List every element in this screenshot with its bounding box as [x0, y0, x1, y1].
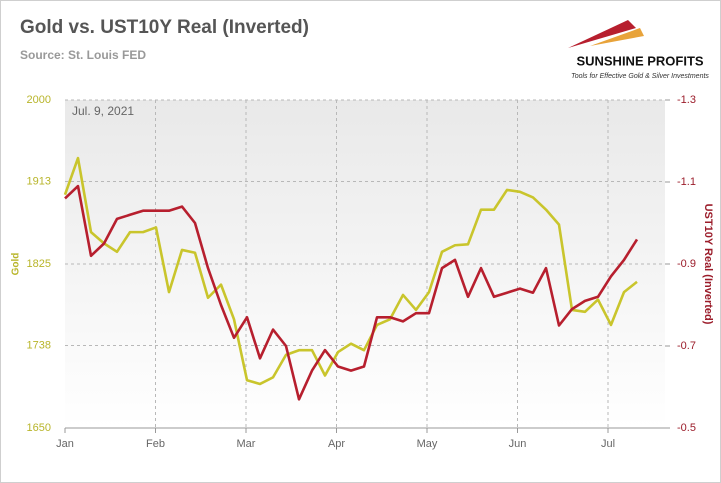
x-tick-label: Jan	[56, 438, 74, 450]
y-tick-label: 1913	[27, 175, 51, 187]
subtitle: Source: St. Louis FED	[20, 48, 146, 62]
logo-icon	[568, 20, 644, 48]
y2-axis-label: UST10Y Real (Inverted)	[702, 204, 714, 325]
y2-tick-label: -0.9	[677, 258, 696, 270]
y2-tick-label: -0.5	[677, 422, 696, 434]
y-tick-label: 1650	[27, 422, 51, 434]
logo: SUNSHINE PROFITS	[576, 53, 703, 68]
x-tick-label: Jun	[509, 438, 527, 450]
x-tick-label: Apr	[328, 438, 345, 450]
x-tick-label: Feb	[146, 438, 165, 450]
line-series	[63, 156, 638, 386]
x-tick-label: May	[417, 438, 438, 450]
y2-tick-label: -0.7	[677, 340, 696, 352]
y-tick-label: 1825	[27, 258, 51, 270]
logo-tagline: Tools for Effective Gold & Silver Invest…	[571, 73, 709, 80]
annotation: Jul. 9, 2021	[72, 104, 134, 118]
y-tick-label: 2000	[27, 94, 51, 106]
line-series	[64, 184, 639, 401]
y2-tick-label: -1.1	[677, 176, 696, 188]
y-axis-label: Gold	[11, 253, 22, 276]
y2-tick-label: -1.3	[677, 94, 696, 106]
x-tick-label: Jul	[601, 438, 615, 450]
y-tick-label: 1738	[27, 339, 51, 351]
x-tick-label: Mar	[237, 438, 256, 450]
chart-title: Gold vs. UST10Y Real (Inverted)	[20, 17, 309, 38]
